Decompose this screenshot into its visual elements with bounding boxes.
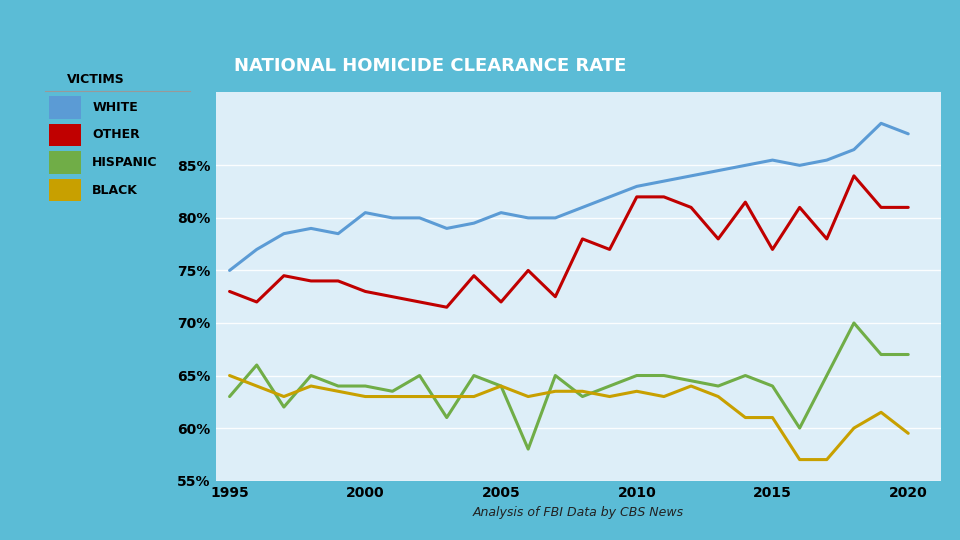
Text: HISPANIC: HISPANIC: [92, 156, 157, 169]
Text: OTHER: OTHER: [92, 129, 140, 141]
Text: VICTIMS: VICTIMS: [67, 73, 125, 86]
Text: WHITE: WHITE: [92, 101, 138, 114]
FancyBboxPatch shape: [50, 96, 82, 119]
X-axis label: Analysis of FBI Data by CBS News: Analysis of FBI Data by CBS News: [473, 506, 684, 519]
Text: BLACK: BLACK: [92, 184, 138, 197]
FancyBboxPatch shape: [50, 179, 82, 201]
FancyBboxPatch shape: [50, 124, 82, 146]
FancyBboxPatch shape: [50, 151, 82, 174]
Text: NATIONAL HOMICIDE CLEARANCE RATE: NATIONAL HOMICIDE CLEARANCE RATE: [234, 57, 627, 75]
